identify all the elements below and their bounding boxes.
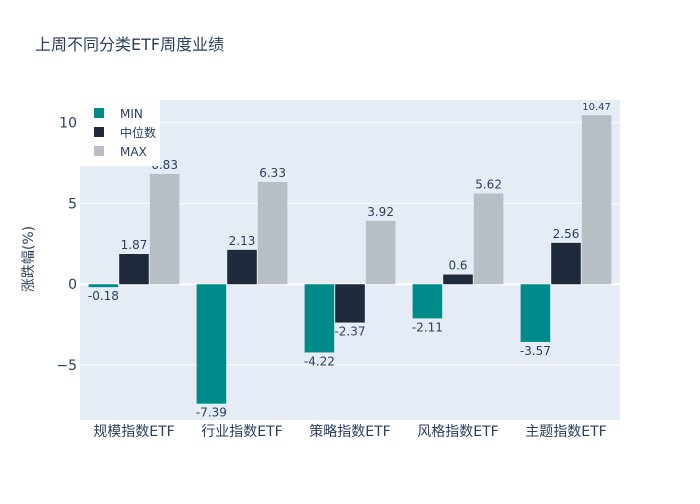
data-label: 6.33 (259, 166, 286, 180)
bar-中位数 (119, 254, 149, 285)
bar-min (412, 284, 443, 319)
legend-label: MAX (120, 145, 147, 159)
legend-swatch-min (94, 108, 104, 118)
data-label: -2.11 (412, 320, 443, 334)
bar-min (88, 284, 119, 288)
y-tick-label: 5 (68, 196, 77, 212)
data-label: -3.57 (520, 344, 551, 358)
x-tick-label: 风格指数ETF (417, 424, 498, 440)
legend-label: MIN (120, 107, 143, 121)
x-tick-label: 策略指数ETF (309, 423, 390, 440)
x-tick-label: 行业指数ETF (201, 424, 282, 440)
bar-中位数 (551, 242, 581, 285)
data-label: -0.18 (88, 289, 119, 303)
data-label: 0.6 (448, 259, 467, 273)
y-tick-label: 10 (59, 116, 77, 132)
data-label: 3.92 (367, 205, 394, 219)
legend-label: 中位数 (120, 125, 156, 140)
y-axis-ticks: −5 0 5 10 (56, 116, 77, 374)
y-tick-label: −5 (56, 358, 77, 374)
data-label: 5.62 (475, 177, 502, 191)
data-label: -7.39 (196, 406, 227, 420)
y-axis-label: 涨跌幅(%) (21, 226, 37, 292)
data-label: 1.87 (121, 238, 148, 252)
bar-max (581, 115, 612, 285)
bar-max (473, 193, 504, 285)
bar-max (365, 220, 396, 285)
legend-swatch-中位数 (94, 127, 104, 137)
legend-swatch-max (94, 146, 104, 156)
data-label: -2.37 (334, 325, 365, 339)
data-label: 2.56 (553, 227, 580, 241)
bar-max (257, 181, 288, 285)
bar-min (196, 284, 227, 404)
bar-中位数 (335, 284, 365, 323)
legend: MIN 中位数 MAX (80, 100, 160, 166)
x-axis-ticks: 规模指数ETF 行业指数ETF 策略指数ETF 风格指数ETF 主题指数ETF (93, 423, 606, 440)
y-tick-label: 0 (68, 277, 77, 293)
chart-title: 上周不同分类ETF周度业绩 (35, 35, 224, 54)
bar-中位数 (443, 274, 473, 285)
x-tick-label: 规模指数ETF (93, 424, 174, 440)
bars (88, 115, 612, 404)
bar-中位数 (227, 249, 257, 285)
legend-background (80, 100, 160, 166)
data-label: 10.47 (582, 102, 611, 113)
data-label: -4.22 (304, 354, 335, 368)
data-label: 2.13 (229, 234, 256, 248)
bar-min (304, 284, 335, 353)
bar-max (149, 173, 180, 285)
x-tick-label: 主题指数ETF (525, 424, 606, 440)
bar-min (520, 284, 551, 342)
